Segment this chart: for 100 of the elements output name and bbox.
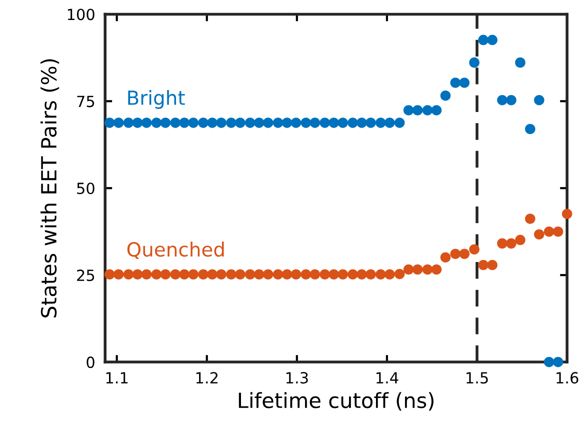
point (104, 118, 115, 128)
point (348, 118, 358, 128)
x-tick-label: 1.1 (106, 372, 128, 384)
point (226, 269, 236, 280)
point (310, 118, 320, 128)
point (123, 269, 134, 280)
point (235, 269, 246, 280)
y-tick-label: 25 (77, 270, 94, 282)
point (338, 118, 348, 128)
point (440, 252, 451, 262)
point (544, 356, 554, 368)
y-tick-label: 75 (77, 96, 94, 108)
point (141, 269, 152, 280)
point (497, 238, 508, 249)
x-axis-title: Lifetime cutoff (ns) (238, 392, 434, 411)
point (310, 269, 320, 280)
point (459, 78, 470, 88)
point (262, 118, 274, 128)
point (328, 269, 339, 280)
point (290, 269, 302, 280)
series-label: Quenched (127, 242, 224, 259)
series-label: Bright (128, 90, 185, 109)
point (394, 268, 405, 280)
point (403, 264, 414, 275)
point (384, 269, 395, 280)
point (450, 248, 461, 260)
point (376, 269, 386, 280)
point (244, 269, 256, 280)
x-tick-label: 1.2 (196, 372, 218, 384)
point (487, 34, 498, 46)
point (188, 118, 199, 128)
point (132, 118, 143, 128)
point (376, 118, 386, 128)
point (160, 269, 171, 280)
point (254, 269, 264, 280)
point (113, 269, 124, 280)
point (151, 269, 162, 280)
point (487, 260, 498, 270)
point (226, 118, 236, 128)
point (534, 229, 544, 240)
point (300, 118, 312, 128)
point (356, 269, 367, 280)
point (338, 269, 348, 280)
point (207, 269, 218, 280)
point (431, 264, 442, 275)
point (123, 118, 134, 128)
point (544, 226, 554, 237)
point (170, 118, 181, 128)
point (440, 90, 451, 101)
point (272, 269, 284, 280)
point (160, 118, 171, 128)
point (216, 118, 226, 128)
point (478, 34, 488, 46)
point (478, 260, 488, 270)
point (141, 118, 152, 128)
point (151, 118, 162, 128)
x-tick-label: 1.6 (556, 372, 578, 384)
point (207, 118, 218, 128)
point (552, 226, 564, 237)
x-tick-label: 1.4 (376, 372, 398, 384)
point (179, 118, 190, 128)
point (188, 269, 199, 280)
point (524, 214, 536, 224)
point (506, 238, 516, 249)
point (272, 118, 284, 128)
point (282, 118, 292, 128)
point (469, 57, 480, 68)
point (412, 264, 423, 275)
point (534, 94, 544, 106)
point (562, 208, 572, 220)
point (104, 269, 115, 280)
point (132, 269, 143, 280)
point (552, 356, 564, 368)
point (198, 118, 208, 128)
point (244, 118, 256, 128)
point (366, 118, 376, 128)
point (282, 269, 292, 280)
y-axis-title: States with EET Pairs (%) (40, 59, 60, 318)
y-tick-label: 50 (77, 182, 94, 194)
point (403, 105, 414, 116)
y-tick-label: 100 (68, 8, 94, 20)
point (384, 118, 395, 128)
point (412, 105, 423, 116)
point (113, 118, 124, 128)
y-tick-label: 0 (86, 356, 94, 368)
x-tick-label: 1.5 (466, 372, 488, 384)
point (524, 124, 536, 134)
point (515, 234, 526, 246)
point (328, 118, 339, 128)
point (290, 118, 302, 128)
x-tick-label: 1.3 (286, 372, 308, 384)
point (170, 269, 181, 280)
point (320, 118, 330, 128)
point (300, 269, 312, 280)
point (235, 118, 246, 128)
point (216, 269, 226, 280)
point (422, 105, 433, 116)
point (198, 269, 208, 280)
point (348, 269, 358, 280)
point (394, 118, 405, 128)
